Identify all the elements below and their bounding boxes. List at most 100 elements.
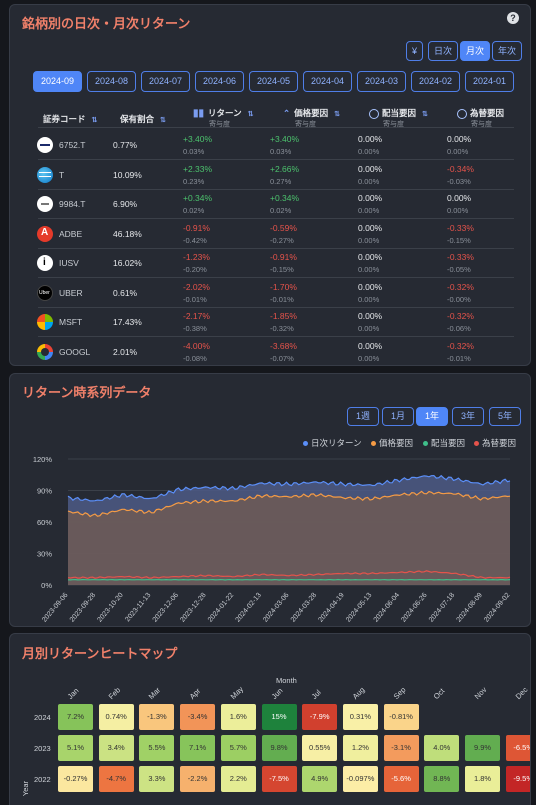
- help-icon[interactable]: ?: [507, 12, 519, 24]
- ret-value: -0.91%: [183, 222, 210, 233]
- heatmap-cell[interactable]: 9.9%: [465, 735, 500, 761]
- month-tab[interactable]: 2024-06: [195, 71, 244, 92]
- ticker-code: IUSV: [59, 258, 79, 268]
- holding-weight: 10.09%: [113, 169, 142, 180]
- table-row[interactable]: i IUSV 16.02% -1.23% -0.20% -0.91% -0.15% 0.00%…: [10, 249, 530, 278]
- heatmap-cell[interactable]: 7.2%: [58, 704, 93, 730]
- period-button[interactable]: 月次: [460, 41, 490, 61]
- price-contribution: -0.07%: [270, 353, 294, 363]
- month-tab[interactable]: 2024-09: [33, 71, 82, 92]
- month-tab[interactable]: 2024-03: [357, 71, 406, 92]
- fx-value: -0.33%: [447, 252, 474, 262]
- period-button[interactable]: 年次: [492, 41, 522, 61]
- range-button[interactable]: 1年: [416, 407, 448, 426]
- heatmap-cell[interactable]: 2.2%: [220, 766, 256, 792]
- legend-item[interactable]: 日次リターン: [303, 437, 362, 449]
- column-dividend-sublabel: 寄与度: [383, 121, 404, 128]
- x-tick-label: 2024-07-18: [428, 592, 456, 624]
- heatmap-cell[interactable]: -2.2%: [180, 766, 216, 792]
- month-tab[interactable]: 2024-04: [303, 71, 352, 92]
- heatmap-cell[interactable]: -9.5%: [505, 766, 530, 792]
- month-label: Nov: [472, 685, 489, 701]
- month-tab[interactable]: 2024-07: [141, 71, 190, 92]
- heatmap-cell[interactable]: 7.1%: [180, 735, 216, 761]
- heatmap-cell[interactable]: 5.5%: [139, 735, 175, 761]
- return-timeseries-chart[interactable]: 120%90%60%30%0%2023-09-06 2023-09-28 2023-…: [10, 448, 531, 627]
- table-row[interactable]: T 10.09% +2.33% 0.23% +2.66% 0.27% 0.00% 0.00% -…: [10, 161, 530, 190]
- table-row[interactable]: 9984.T 6.90% +0.34% 0.02% +0.34% 0.02% 0.00% 0.…: [10, 190, 530, 219]
- column-header-return[interactable]: ▮▮ リターン ⇅ 寄与度: [193, 107, 253, 129]
- column-fx-label: 為替要因: [470, 108, 505, 118]
- legend-item[interactable]: 価格要因: [371, 437, 413, 449]
- heatmap-xlabel: Month: [276, 676, 297, 685]
- month-label: Apr: [187, 686, 203, 701]
- holding-weight: 17.43%: [113, 317, 142, 327]
- heatmap-cell[interactable]: -0.27%: [58, 766, 93, 792]
- legend-item[interactable]: 配当要因: [423, 437, 465, 449]
- heatmap-cell[interactable]: 1.8%: [465, 766, 500, 792]
- sort-icon[interactable]: ⇅: [91, 117, 98, 124]
- sort-icon[interactable]: ⇅: [247, 111, 254, 118]
- sort-icon[interactable]: ⇅: [160, 117, 166, 124]
- column-header-weight[interactable]: 保有割合 ⇅: [120, 113, 166, 125]
- heatmap-cell[interactable]: 0.55%: [302, 735, 338, 761]
- x-tick-label: 2024-08-09: [456, 592, 484, 624]
- heatmap-cell[interactable]: -3.4%: [180, 704, 216, 730]
- heatmap-cell[interactable]: -7.5%: [261, 766, 297, 792]
- heatmap-cell[interactable]: 5.1%: [58, 735, 93, 761]
- heatmap-cell[interactable]: 1.2%: [342, 735, 378, 761]
- period-button[interactable]: 日次: [428, 41, 458, 61]
- heatmap-cell[interactable]: 3.3%: [139, 766, 175, 792]
- legend-dot: [474, 441, 479, 447]
- holding-weight: 46.18%: [113, 228, 142, 239]
- heatmap-cell[interactable]: 9.8%: [261, 735, 297, 761]
- heatmap-cell[interactable]: 4.9%: [302, 766, 338, 792]
- table-row[interactable]: A ADBE 46.18% -0.91% -0.42% -0.59% -0.27% 0.00%…: [10, 220, 530, 249]
- heatmap-cell[interactable]: 4.0%: [424, 735, 460, 761]
- ret-value: -2.17%: [183, 311, 210, 321]
- heatmap-cell[interactable]: -6.5%: [505, 735, 530, 761]
- range-button[interactable]: 3年: [452, 407, 484, 426]
- heatmap-cell[interactable]: 1.6%: [220, 704, 256, 730]
- heatmap-cell[interactable]: 5.7%: [220, 735, 256, 761]
- heatmap-cell[interactable]: -0.81%: [383, 704, 419, 730]
- sort-icon[interactable]: ⇅: [334, 111, 341, 118]
- heatmap-cell[interactable]: 0.74%: [98, 704, 134, 730]
- bar-chart-icon: ▮▮: [193, 108, 205, 119]
- table-row[interactable]: Uber UBER 0.61% -2.02% -0.01% -1.70% -0.01% 0.0…: [10, 279, 530, 308]
- heatmap-cell[interactable]: -1.3%: [139, 704, 175, 730]
- heatmap-cell[interactable]: 3.4%: [98, 735, 134, 761]
- table-row[interactable]: 6752.T 0.77% +3.40% 0.03% +3.40% 0.03% 0.00% 0.…: [10, 131, 530, 160]
- range-button[interactable]: 1月: [382, 407, 414, 426]
- fx-factor-line[interactable]: [67, 570, 511, 580]
- month-tab[interactable]: 2024-05: [249, 71, 298, 92]
- column-header-dividend[interactable]: 配当要因 ⇅ 寄与度: [369, 107, 428, 129]
- month-tab[interactable]: 2024-02: [411, 71, 460, 92]
- column-header-price[interactable]: ⌃ 価格要因 ⇅ 寄与度: [283, 107, 340, 129]
- price-value: -1.70%: [270, 281, 297, 292]
- month-tab[interactable]: 2024-01: [465, 71, 514, 92]
- currency-button[interactable]: ¥: [406, 41, 423, 61]
- heatmap-cell[interactable]: 15%: [261, 704, 297, 730]
- legend-item[interactable]: 為替要因: [474, 437, 516, 449]
- heatmap-cell[interactable]: -0.097%: [342, 766, 378, 792]
- heatmap-cell[interactable]: -5.6%: [383, 766, 419, 792]
- month-tab[interactable]: 2024-08: [87, 71, 136, 92]
- sort-icon[interactable]: ⇅: [422, 111, 428, 118]
- range-button[interactable]: 1週: [347, 407, 379, 426]
- heatmap-cell[interactable]: -3.1%: [383, 735, 419, 761]
- column-header-fx[interactable]: 為替要因 寄与度: [457, 107, 504, 129]
- table-row[interactable]: MSFT 17.43% -2.17% -0.38% -1.85% -0.32% 0.00% 0…: [10, 308, 530, 337]
- fx-value: -0.32%: [447, 340, 474, 351]
- ret-contribution: 0.02%: [183, 206, 205, 215]
- range-button[interactable]: 5年: [489, 407, 521, 426]
- column-header-code[interactable]: 証券コード ⇅: [43, 113, 97, 125]
- heatmap-cell[interactable]: -4.7%: [98, 766, 134, 792]
- table-row[interactable]: GOOGL 2.01% -4.00% -0.08% -3.68% -0.07% 0.00% 0…: [10, 338, 530, 366]
- price-factor-line[interactable]: [67, 490, 511, 518]
- dividend-factor-line[interactable]: [67, 578, 511, 581]
- daily-return-line[interactable]: [67, 474, 511, 502]
- heatmap-cell[interactable]: 0.31%: [342, 704, 378, 730]
- heatmap-cell[interactable]: -7.9%: [302, 704, 338, 730]
- heatmap-cell[interactable]: 8.8%: [424, 766, 460, 792]
